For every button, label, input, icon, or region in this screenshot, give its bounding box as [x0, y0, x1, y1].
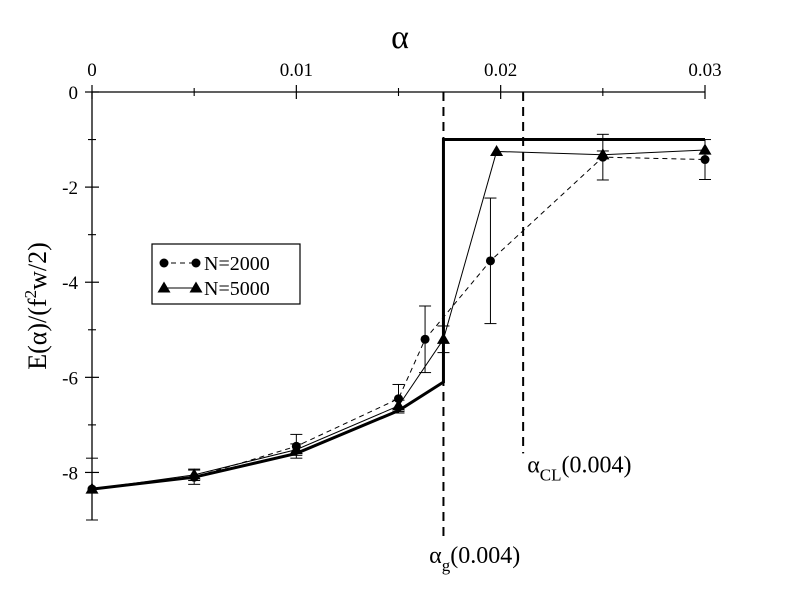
axis-ticks: 0 0.01 0.02 0.03 0 -2 -4 -6 -8 [62, 60, 721, 484]
y-axis-title-part: E(α)/(f [23, 298, 52, 370]
x-tick-label: 0 [87, 60, 97, 81]
annotation-label: αCL(0.004) [527, 452, 631, 484]
series-line [91, 149, 706, 490]
x-axis-title: α [391, 19, 409, 56]
series-n-5000 [85, 143, 712, 494]
legend-marker [159, 258, 169, 268]
x-tick-label: 0.02 [484, 60, 517, 81]
labels: αE(α)/(f2w/2)αg(0.004)αCL(0.004) [21, 19, 632, 575]
y-axis-title-sup: 2 [21, 290, 40, 299]
annotation-sub: CL [540, 465, 562, 484]
data-point [392, 399, 405, 411]
x-tick-label: 0.01 [280, 60, 313, 81]
legend-box [151, 243, 301, 305]
annotation-rest: (0.004) [562, 452, 632, 478]
y-axis-title-part: w/2) [23, 242, 52, 290]
data-point [420, 334, 430, 344]
legend: N=2000 N=5000 [151, 243, 301, 305]
series-group [85, 133, 712, 521]
series-line [91, 156, 706, 490]
legend-label: N=5000 [204, 278, 270, 300]
data-point [698, 143, 712, 155]
y-tick-label: -4 [62, 273, 78, 294]
data-point [187, 468, 201, 480]
annotation-rest: (0.004) [450, 543, 520, 569]
annotation-label: αg(0.004) [429, 543, 520, 575]
legend-marker [189, 281, 203, 293]
theory-curve [91, 138, 705, 491]
annotation-sub: g [442, 556, 451, 575]
data-point [485, 256, 495, 266]
x-tick-label: 0.03 [688, 60, 721, 81]
data-point [700, 155, 710, 165]
threshold-lines [442, 92, 525, 542]
data-point [490, 144, 504, 156]
data-point [289, 443, 303, 455]
annotation-main: α [429, 543, 442, 569]
legend-label: N=2000 [204, 253, 270, 275]
y-tick-label: 0 [69, 83, 79, 104]
data-point [85, 482, 99, 494]
data-point [394, 394, 403, 404]
legend-marker [191, 258, 201, 268]
annotation-main: α [527, 452, 540, 478]
y-axis-title: E(α)/(f2w/2) [21, 242, 52, 370]
y-tick-label: -6 [62, 368, 78, 389]
y-tick-label: -2 [62, 178, 78, 199]
data-point [436, 332, 450, 344]
data-point [596, 148, 610, 160]
legend-marker [157, 281, 171, 293]
y-tick-label: -8 [62, 463, 78, 484]
theory-curve-group [91, 138, 705, 491]
